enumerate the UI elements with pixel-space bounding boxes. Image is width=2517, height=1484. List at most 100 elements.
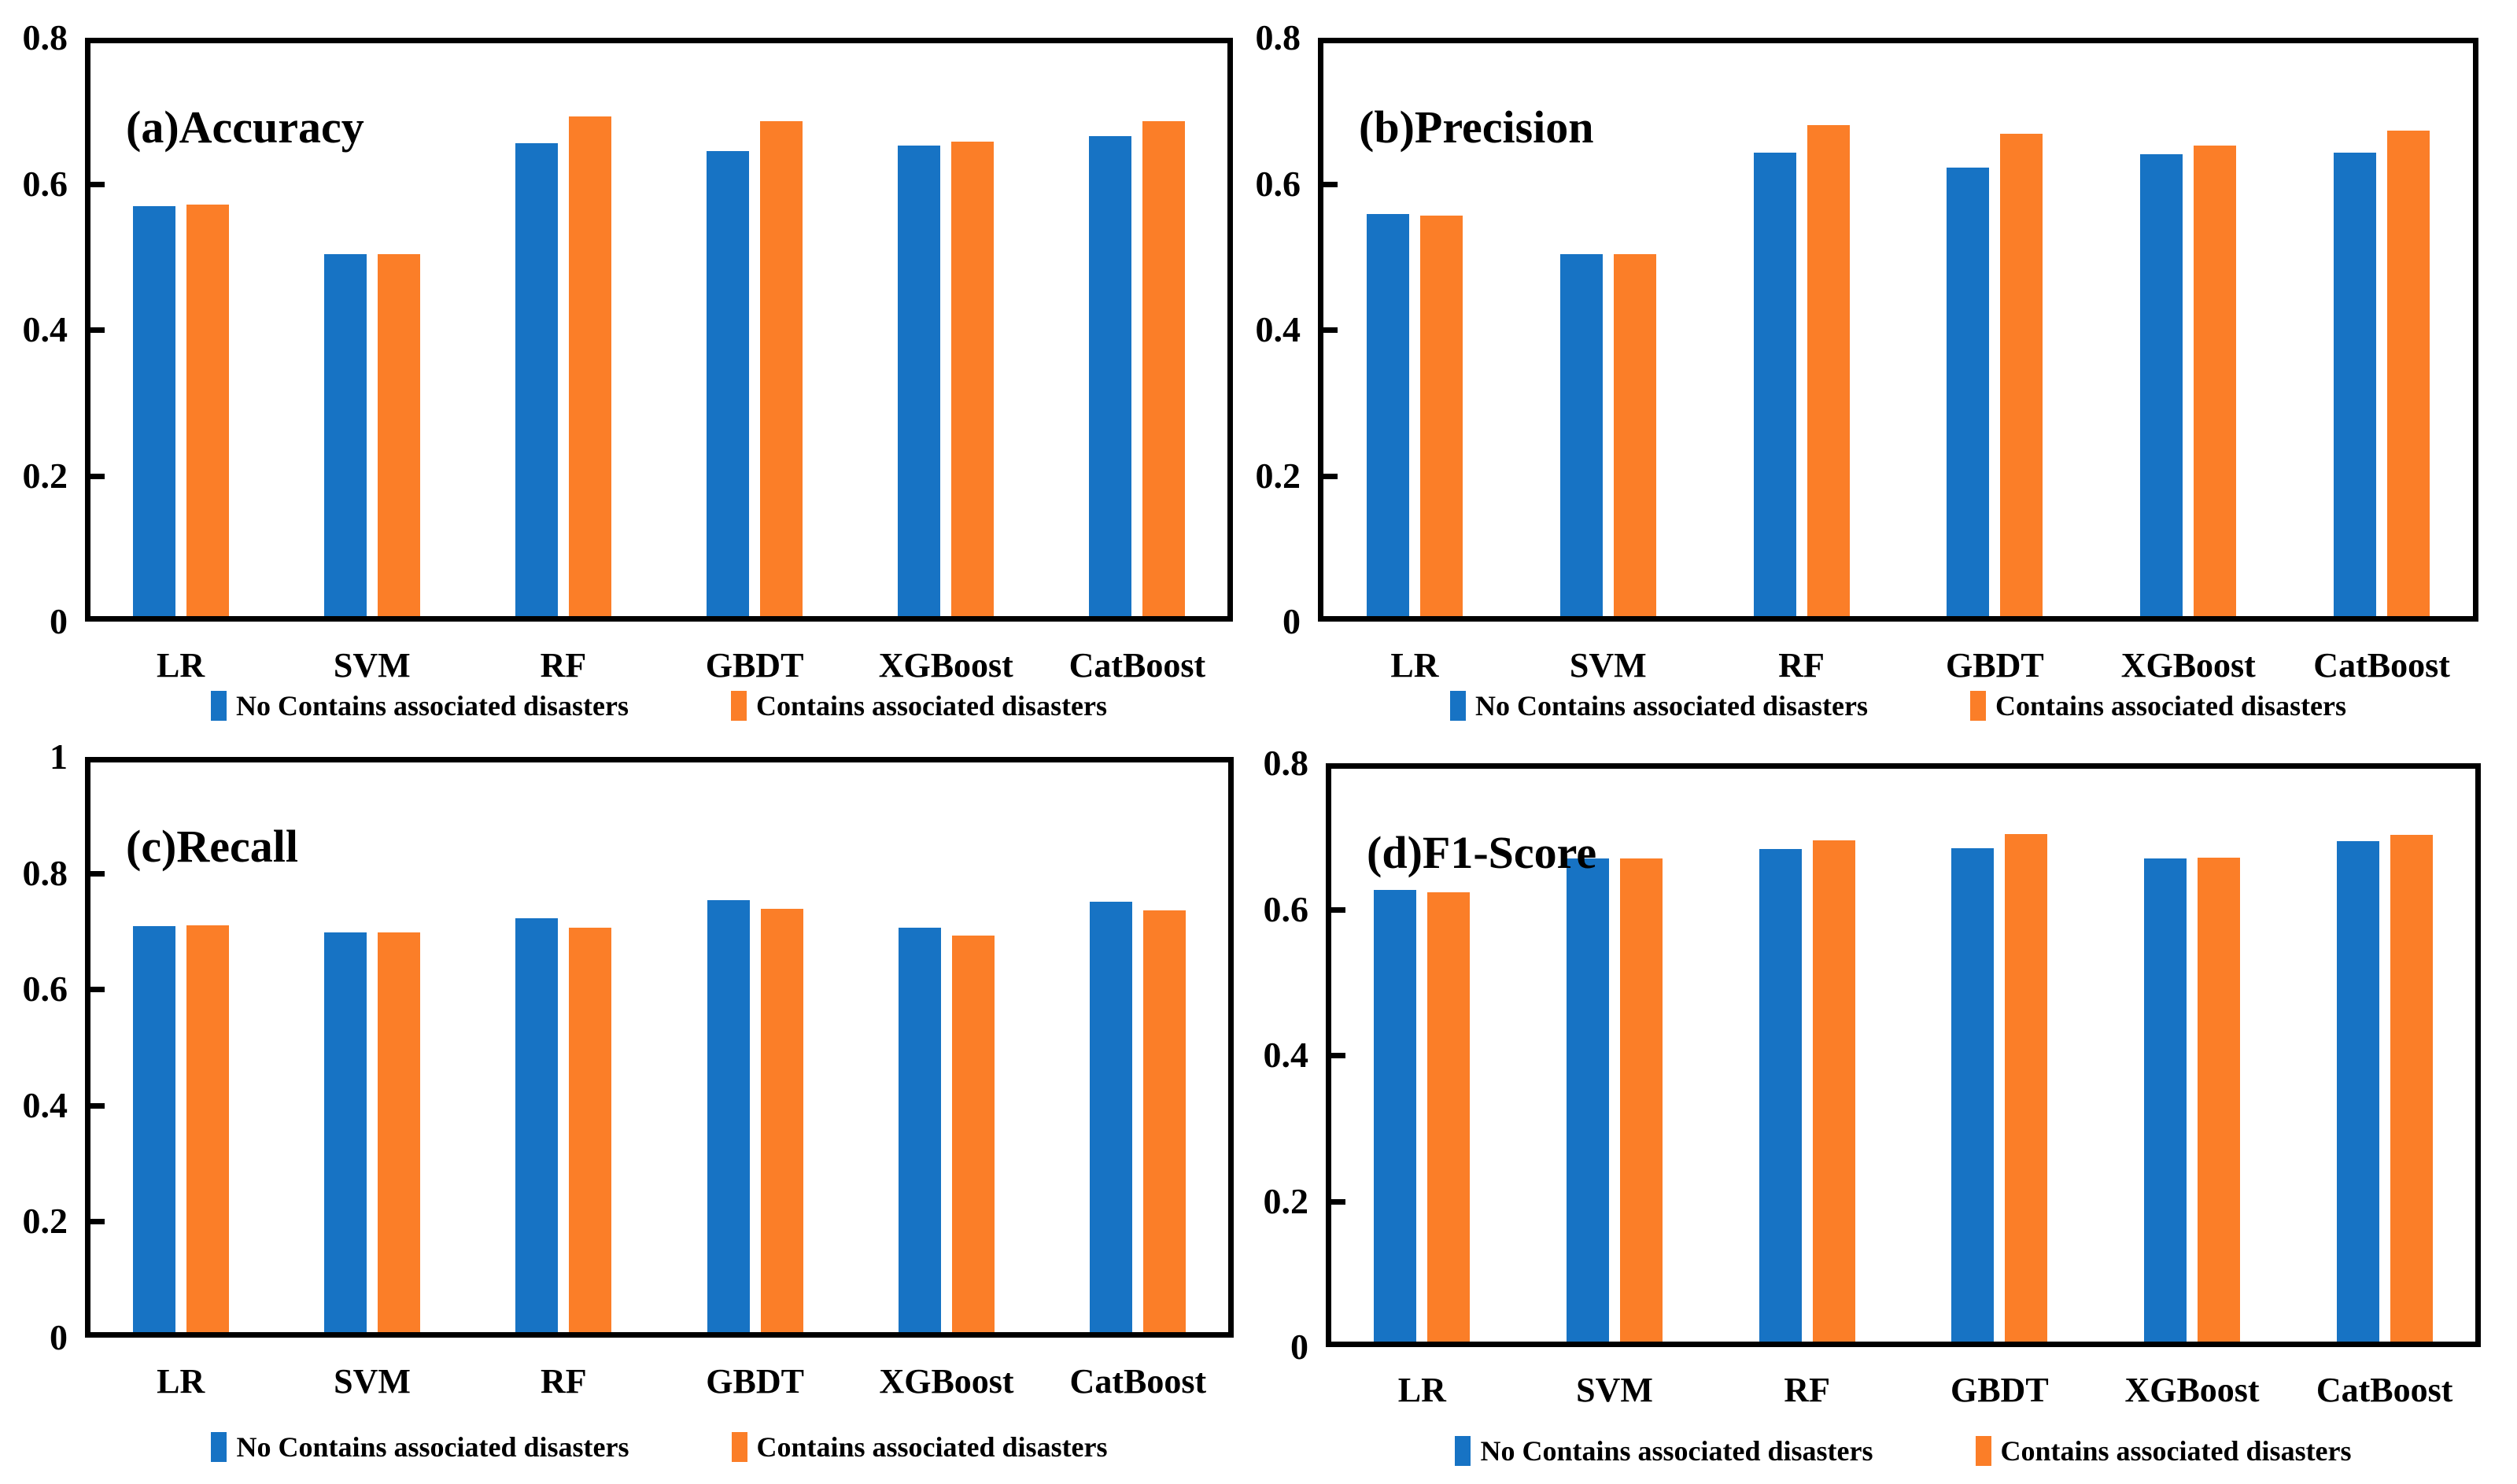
bar-contains-xgboost	[952, 936, 995, 1338]
bar-no-contains-gbdt	[1951, 847, 1995, 1347]
bar-no-contains-xgboost	[2140, 154, 2183, 622]
bar-no-contains-catboost	[1089, 136, 1132, 622]
y-tick-mark	[1331, 1053, 1345, 1058]
x-label-xgboost: XGBoost	[878, 646, 1013, 685]
bar-no-contains-lr	[132, 206, 175, 622]
bar-contains-gbdt	[2000, 133, 2043, 622]
x-label-catboost: CatBoost	[2316, 1371, 2453, 1409]
legend-swatch-contains	[1970, 691, 1986, 721]
bar-contains-svm	[1613, 254, 1656, 622]
chart-title-precision: (b)Precision	[1359, 102, 1594, 153]
x-label-gbdt: GBDT	[1946, 646, 2044, 685]
legend-item-contains: Contains associated disasters	[1970, 689, 2346, 722]
y-tick-label: 0.8	[1255, 17, 1301, 57]
bar-contains-lr	[1427, 892, 1471, 1347]
bar-contains-catboost	[2390, 834, 2433, 1347]
legend-swatch-contains	[731, 691, 747, 721]
legend: No Contains associated disasters Contains…	[85, 1430, 1234, 1464]
chart-title-f1-score: (d)F1-Score	[1367, 827, 1597, 878]
legend-label-no-contains: No Contains associated disasters	[236, 1431, 629, 1463]
bar-contains-lr	[186, 205, 229, 622]
bar-no-contains-gbdt	[707, 899, 750, 1338]
y-tick-mark	[1323, 473, 1338, 479]
y-tick-mark	[90, 181, 105, 187]
legend-label-no-contains: No Contains associated disasters	[1474, 690, 1868, 722]
legend-item-no-contains: No Contains associated disasters	[1449, 689, 1868, 722]
bar-no-contains-svm	[1559, 254, 1603, 622]
bar-no-contains-xgboost	[2144, 858, 2187, 1347]
x-label-svm: SVM	[333, 646, 411, 685]
x-label-gbdt: GBDT	[705, 646, 804, 685]
y-tick-mark	[90, 327, 105, 333]
bar-no-contains-xgboost	[899, 927, 941, 1338]
legend-label-contains: Contains associated disasters	[756, 1431, 1108, 1463]
bar-contains-svm	[377, 254, 420, 622]
legend-label-contains: Contains associated disasters	[1995, 690, 2347, 722]
y-tick-label: 0.8	[1263, 743, 1309, 783]
y-tick-mark	[1331, 1198, 1345, 1205]
bar-contains-rf	[1807, 125, 1850, 622]
y-tick-label: 0.6	[22, 969, 68, 1010]
x-label-lr: LR	[1390, 646, 1439, 685]
bar-no-contains-svm	[324, 932, 367, 1338]
y-tick-label: 0.6	[1263, 888, 1309, 929]
y-tick-label: 0.8	[22, 17, 68, 57]
y-tick-mark	[1331, 906, 1345, 913]
x-label-rf: RF	[1778, 646, 1825, 685]
bar-contains-lr	[186, 925, 229, 1338]
legend-item-no-contains: No Contains associated disasters	[210, 689, 629, 722]
panel-recall: (c)Recall 0 0.2 0.4 0.6 0.8 1 LR SVM RF GBDT XGBoo…	[0, 736, 1259, 1484]
bar-no-contains-rf	[1753, 152, 1796, 622]
y-tick-label: 0	[50, 601, 68, 641]
legend-swatch-no-contains	[211, 1432, 227, 1462]
legend: No Contains associated disasters Contains…	[85, 689, 1233, 722]
plot-frame	[85, 757, 1234, 1338]
y-tick-label: 0.4	[1255, 309, 1301, 349]
x-label-gbdt: GBDT	[706, 1362, 804, 1401]
bar-contains-rf	[1812, 840, 1855, 1347]
chart-title-accuracy: (a)Accuracy	[126, 102, 364, 153]
legend-item-contains: Contains associated disasters	[1975, 1434, 2352, 1467]
legend-swatch-contains	[1975, 1436, 1991, 1466]
bar-contains-svm	[1620, 858, 1663, 1347]
y-tick-label: 0.6	[22, 163, 68, 204]
y-tick-label: 0.2	[22, 1201, 68, 1242]
legend-label-contains: Contains associated disasters	[756, 690, 1108, 722]
bar-no-contains-catboost	[2336, 841, 2379, 1347]
legend-swatch-no-contains	[1455, 1436, 1471, 1466]
panel-accuracy: (a)Accuracy 0 0.2 0.4 0.6 0.8 LR SVM RF GBDT XGBo…	[0, 0, 1259, 742]
bar-no-contains-gbdt	[707, 150, 750, 622]
x-label-catboost: CatBoost	[2313, 646, 2450, 685]
y-tick-mark	[90, 870, 105, 877]
bar-no-contains-rf	[515, 918, 559, 1338]
bar-no-contains-svm	[1567, 858, 1609, 1347]
y-tick-mark	[90, 1102, 105, 1109]
x-label-xgboost: XGBoost	[2124, 1371, 2260, 1409]
bar-no-contains-rf	[515, 143, 558, 622]
y-tick-label: 0.2	[1255, 455, 1301, 496]
legend-swatch-contains	[731, 1432, 747, 1462]
bar-contains-catboost	[1142, 120, 1186, 622]
bar-no-contains-catboost	[2334, 152, 2377, 622]
bar-contains-gbdt	[760, 908, 803, 1338]
bar-contains-rf	[568, 116, 611, 622]
bar-contains-xgboost	[2198, 857, 2240, 1347]
x-label-rf: RF	[1784, 1371, 1830, 1409]
bar-contains-gbdt	[760, 120, 803, 622]
panel-precision: (b)Precision 0 0.2 0.4 0.6 0.8 LR SVM RF GBDT XGB…	[1256, 0, 2517, 742]
bar-no-contains-xgboost	[898, 146, 941, 622]
bar-contains-gbdt	[2005, 833, 2048, 1347]
legend: No Contains associated disasters Contains…	[1318, 689, 2478, 722]
legend-item-no-contains: No Contains associated disasters	[1455, 1434, 1873, 1467]
y-tick-mark	[90, 987, 105, 993]
x-label-rf: RF	[540, 646, 587, 685]
x-label-svm: SVM	[334, 1362, 411, 1401]
bar-no-contains-svm	[323, 254, 367, 622]
plot-frame	[1318, 38, 2478, 622]
y-tick-label: 1	[50, 736, 68, 777]
legend-swatch-no-contains	[210, 691, 227, 721]
bar-contains-lr	[1419, 216, 1463, 622]
chart-title-recall: (c)Recall	[126, 821, 298, 872]
bar-no-contains-lr	[1374, 890, 1417, 1347]
